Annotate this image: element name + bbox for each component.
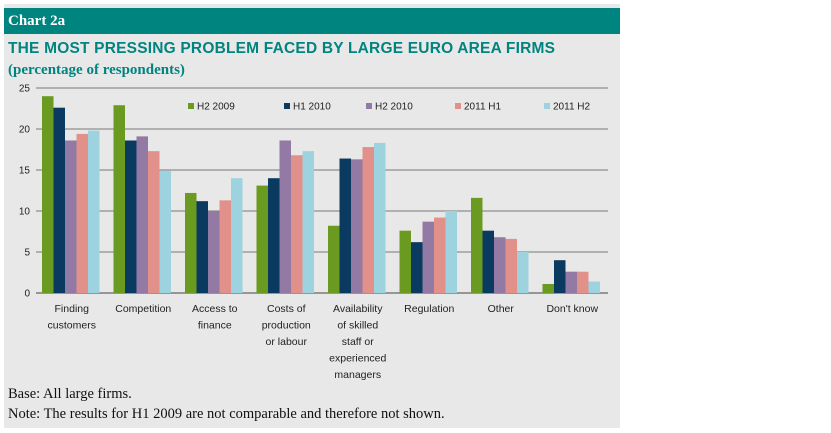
bar bbox=[76, 133, 88, 293]
bar bbox=[399, 230, 411, 293]
legend-entry: H1 2010 bbox=[293, 102, 331, 113]
legend-entry: H2 2009 bbox=[197, 102, 235, 113]
legend: H2 2009 H1 2010 H2 2010 2011 H1 2011 H2 bbox=[188, 102, 591, 113]
bar-chart: 0 5 10 15 20 25 Finding customers Competition Ac… bbox=[19, 84, 608, 381]
chart-subtitle: (percentage of respondents) bbox=[8, 62, 185, 78]
bar bbox=[125, 140, 137, 293]
bar bbox=[411, 242, 423, 293]
bar bbox=[577, 271, 589, 293]
bar bbox=[113, 105, 125, 293]
y-tick-label: 5 bbox=[24, 248, 30, 259]
bar bbox=[542, 283, 554, 293]
bar bbox=[148, 151, 160, 293]
bar bbox=[256, 185, 268, 293]
bar bbox=[53, 107, 65, 294]
legend-swatch bbox=[366, 103, 372, 109]
y-tick-label: 0 bbox=[24, 289, 30, 300]
x-category-label: Costs of production or labour bbox=[262, 303, 311, 348]
chart-title: THE MOST PRESSING PROBLEM FACED BY LARGE… bbox=[8, 40, 556, 57]
bars bbox=[42, 96, 600, 294]
bar bbox=[422, 221, 434, 293]
bar bbox=[328, 225, 340, 293]
legend-entry: H2 2010 bbox=[375, 102, 413, 113]
legend-entry: 2011 H1 bbox=[464, 102, 502, 113]
y-tick-label: 25 bbox=[19, 84, 31, 95]
bar bbox=[196, 201, 208, 293]
bar bbox=[268, 178, 280, 293]
bar bbox=[208, 211, 220, 293]
x-category-label: Regulation bbox=[404, 303, 454, 315]
y-tick-label: 15 bbox=[19, 166, 31, 177]
bar bbox=[65, 140, 77, 293]
legend-swatch bbox=[455, 103, 461, 109]
x-axis: Finding customers Competition Access to fina… bbox=[48, 303, 599, 381]
bar bbox=[565, 271, 577, 293]
bar bbox=[302, 151, 314, 293]
bar bbox=[219, 200, 231, 293]
legend-swatch bbox=[188, 103, 194, 109]
bar bbox=[231, 178, 243, 293]
legend-entry: 2011 H2 bbox=[553, 102, 591, 113]
bar bbox=[136, 136, 148, 293]
footnote: Note: The results for H1 2009 are not co… bbox=[8, 406, 445, 422]
x-category-label: Don't know bbox=[546, 303, 598, 315]
chart-panel: Chart 2a THE MOST PRESSING PROBLEM FACED… bbox=[4, 4, 620, 428]
bar bbox=[351, 159, 363, 293]
legend-swatch bbox=[544, 103, 550, 109]
bar bbox=[291, 155, 303, 293]
x-category-label: Finding customers bbox=[48, 303, 96, 332]
bar bbox=[494, 237, 506, 293]
bar bbox=[505, 238, 517, 293]
x-category-label: Competition bbox=[115, 303, 171, 315]
bar bbox=[362, 147, 374, 293]
bar bbox=[517, 252, 529, 293]
bar bbox=[279, 140, 291, 293]
bar bbox=[445, 211, 457, 293]
bar bbox=[374, 142, 386, 293]
bar bbox=[88, 130, 100, 293]
y-tick-label: 20 bbox=[19, 125, 31, 136]
bar bbox=[339, 158, 351, 293]
bar bbox=[42, 96, 54, 293]
chart-number-header: Chart 2a bbox=[4, 8, 620, 34]
bar bbox=[482, 230, 494, 293]
bar bbox=[588, 281, 600, 293]
base-note: Base: All large firms. bbox=[8, 386, 132, 402]
bar bbox=[434, 217, 446, 293]
x-category-label: Availability of skilled staff or experience… bbox=[329, 303, 386, 381]
bar bbox=[159, 170, 171, 293]
bar bbox=[471, 197, 483, 293]
x-category-label: Access to finance bbox=[192, 303, 238, 332]
y-tick-label: 10 bbox=[19, 207, 31, 218]
bar bbox=[185, 192, 197, 293]
legend-swatch bbox=[284, 103, 290, 109]
bar bbox=[554, 260, 566, 293]
x-category-label: Other bbox=[488, 303, 515, 315]
